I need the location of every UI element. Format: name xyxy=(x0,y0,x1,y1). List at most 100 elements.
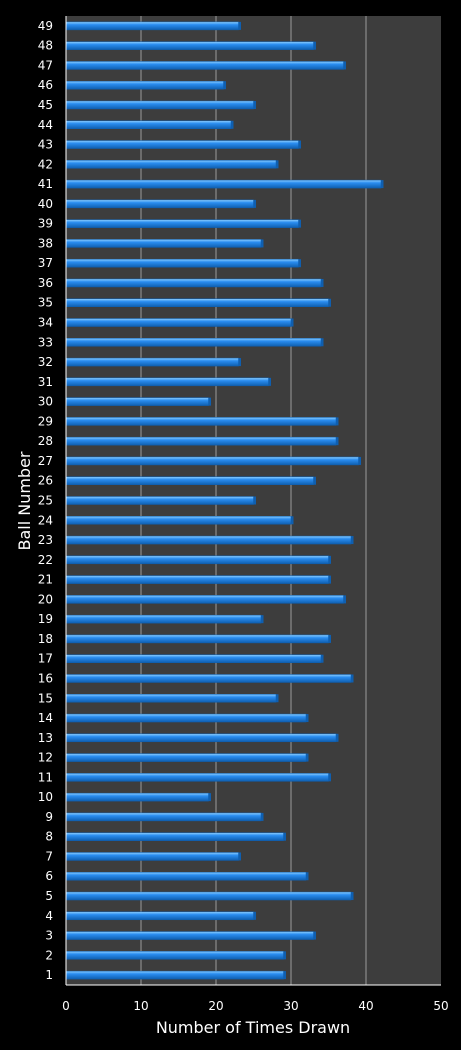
bar-end xyxy=(261,615,264,624)
y-tick-label: 40 xyxy=(38,197,53,211)
bar xyxy=(65,318,292,327)
bar-end xyxy=(328,555,331,564)
y-tick-label: 38 xyxy=(38,236,53,250)
bar xyxy=(65,555,329,565)
y-tick-label: 21 xyxy=(38,573,53,587)
y-tick-label: 14 xyxy=(38,711,53,725)
bar-end xyxy=(358,456,361,465)
bar-end xyxy=(261,239,264,248)
bar xyxy=(65,733,337,743)
bar-end xyxy=(253,911,256,920)
bar-end xyxy=(283,832,286,841)
bar-end xyxy=(208,793,211,802)
bar-end xyxy=(261,812,264,821)
bar-end xyxy=(298,140,301,149)
bar xyxy=(65,80,224,90)
bar-end xyxy=(223,81,226,90)
y-tick-label: 45 xyxy=(38,98,53,112)
x-tick-label: 0 xyxy=(62,999,70,1013)
bar-end xyxy=(336,417,339,426)
bar xyxy=(65,535,352,545)
y-tick-label: 28 xyxy=(38,434,53,448)
bar xyxy=(65,516,292,525)
bar-end xyxy=(321,654,324,663)
y-tick-label: 11 xyxy=(38,770,53,784)
y-tick-label: 31 xyxy=(38,375,53,389)
bar-end xyxy=(343,595,346,604)
bar-end xyxy=(336,437,339,446)
bar xyxy=(65,298,329,307)
bar-end xyxy=(381,180,384,189)
bar-end xyxy=(238,21,241,30)
bar xyxy=(65,258,299,268)
bar xyxy=(65,575,329,584)
y-tick-label: 7 xyxy=(45,849,53,863)
bar xyxy=(65,278,322,288)
y-tick-label: 19 xyxy=(38,612,53,626)
bar xyxy=(65,199,254,209)
y-tick-label: 24 xyxy=(38,513,53,527)
y-tick-label: 42 xyxy=(38,157,53,171)
y-tick-label: 25 xyxy=(38,494,53,508)
y-tick-label: 26 xyxy=(38,474,53,488)
bar xyxy=(65,871,307,881)
y-tick-label: 20 xyxy=(38,592,53,606)
bar-end xyxy=(298,259,301,268)
bar xyxy=(65,674,352,683)
bar xyxy=(65,595,344,604)
y-tick-label: 9 xyxy=(45,810,53,824)
x-tick-label: 30 xyxy=(283,999,298,1013)
y-tick-label: 36 xyxy=(38,276,53,290)
bar xyxy=(65,970,284,980)
bar xyxy=(65,417,337,426)
bar xyxy=(65,21,239,31)
bar xyxy=(65,397,209,406)
y-tick-label: 41 xyxy=(38,177,53,191)
bar xyxy=(65,61,344,70)
x-axis-title: Number of Times Drawn xyxy=(156,1018,350,1037)
y-tick-label: 2 xyxy=(45,948,53,962)
bar-end xyxy=(253,100,256,109)
bar xyxy=(65,951,284,960)
x-tick-label: 10 xyxy=(133,999,148,1013)
y-tick-label: 15 xyxy=(38,691,53,705)
bar-end xyxy=(208,397,211,406)
y-tick-label: 8 xyxy=(45,830,53,844)
bar-end xyxy=(313,476,316,485)
y-tick-label: 39 xyxy=(38,217,53,231)
x-tick-label: 20 xyxy=(208,999,223,1013)
y-tick-label: 16 xyxy=(38,671,53,685)
bar-end xyxy=(328,634,331,643)
bar-end xyxy=(351,536,354,545)
y-tick-label: 6 xyxy=(45,869,53,883)
y-tick-label: 47 xyxy=(38,58,53,72)
bar-end xyxy=(276,160,279,169)
y-tick-label: 10 xyxy=(38,790,53,804)
bar-end xyxy=(321,278,324,287)
y-axis-title: Ball Number xyxy=(15,451,34,550)
y-tick-label: 49 xyxy=(38,19,53,33)
bars xyxy=(65,21,384,980)
bar xyxy=(65,41,314,50)
bar-end xyxy=(328,773,331,782)
y-tick-label: 32 xyxy=(38,355,53,369)
bar xyxy=(65,357,239,367)
bar-end xyxy=(336,733,339,742)
bar-end xyxy=(313,41,316,50)
bar xyxy=(65,179,382,189)
bar xyxy=(65,654,322,663)
bar xyxy=(65,634,329,644)
y-tick-label: 22 xyxy=(38,553,53,567)
y-tick-label: 17 xyxy=(38,652,53,666)
y-tick-label: 3 xyxy=(45,929,53,943)
bar-end xyxy=(283,971,286,980)
bar xyxy=(65,436,337,446)
bar xyxy=(65,852,239,861)
y-tick-label: 4 xyxy=(45,909,53,923)
bar xyxy=(65,476,314,485)
y-tick-labels: 1234567891011121314151617181920212223242… xyxy=(38,19,53,982)
bar xyxy=(65,496,254,505)
y-tick-label: 35 xyxy=(38,296,53,310)
y-tick-label: 27 xyxy=(38,454,53,468)
